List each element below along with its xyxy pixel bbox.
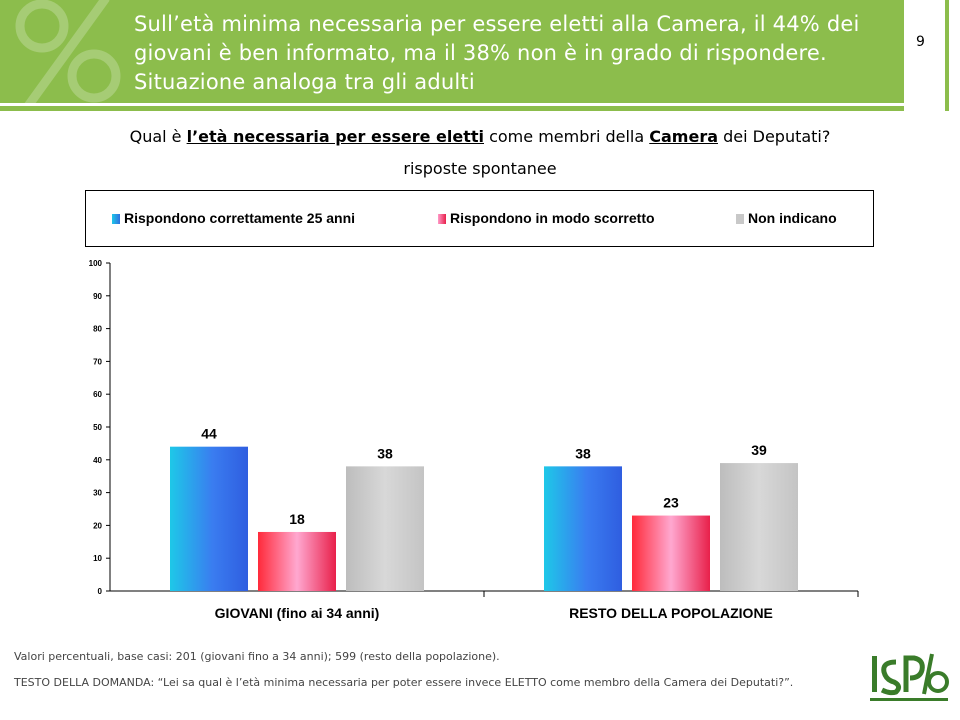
bar-value-label: 38	[377, 445, 393, 461]
question-suffix: dei Deputati?	[718, 127, 831, 146]
y-tick-label: 40	[93, 456, 102, 465]
percent-icon	[15, 0, 121, 104]
page-number: 9	[916, 34, 925, 50]
y-tick-label: 100	[89, 259, 103, 268]
x-category-label: GIOVANI (fino ai 34 anni)	[215, 605, 380, 621]
legend-item-correct: Rispondono correttamente 25 anni	[112, 210, 355, 226]
bar-value-label: 39	[751, 442, 767, 458]
y-tick-label: 0	[98, 587, 103, 596]
chart-bars	[170, 446, 798, 591]
legend-swatch-correct	[112, 214, 120, 224]
header-banner: Sull’età minima necessaria per essere el…	[0, 0, 904, 106]
footnote: Valori percentuali, base casi: 201 (giov…	[14, 650, 500, 663]
legend-label-wrong: Rispondono in modo scorretto	[450, 210, 655, 226]
bar	[544, 466, 622, 591]
chart-labels: 44 18 38 GIOVANI (fino ai 34 anni) 38 23 39 RES…	[201, 426, 773, 621]
legend-item-wrong: Rispondono in modo scorretto	[438, 210, 655, 226]
bar	[258, 531, 336, 591]
right-accent-bar	[945, 0, 949, 111]
bar-chart: 0 10 20 30 40 50 60 70 80 90 100 44 18 38 GIOVANI (fi…	[89, 259, 859, 621]
bar-value-label: 38	[575, 445, 591, 461]
header-gap	[0, 103, 904, 106]
question-middle: come membri della	[484, 127, 650, 146]
ispo-logo	[870, 653, 949, 701]
y-tick-label: 80	[93, 325, 102, 334]
y-tick-label: 70	[93, 357, 102, 366]
survey-question: Qual è l’età necessaria per essere elett…	[0, 127, 960, 146]
y-tick-label: 90	[93, 292, 102, 301]
bar-value-label: 44	[201, 426, 217, 442]
chart-legend: Rispondono correttamente 25 anni Rispond…	[85, 190, 874, 247]
bar	[632, 515, 710, 591]
question-text-note: TESTO DELLA DOMANDA: “Lei sa qual è l’et…	[14, 676, 794, 689]
bar-value-label: 23	[663, 495, 679, 511]
header-divider	[0, 106, 904, 111]
legend-label-none: Non indicano	[748, 210, 837, 226]
bar-value-label: 18	[289, 511, 305, 527]
y-tick-label: 50	[93, 423, 102, 432]
page-title: Sull’età minima necessaria per essere el…	[134, 12, 860, 94]
x-category-label: RESTO DELLA POPOLAZIONE	[569, 605, 773, 621]
y-tick-label: 20	[93, 521, 102, 530]
bar	[346, 466, 424, 591]
legend-label-correct: Rispondono correttamente 25 anni	[124, 210, 356, 226]
question-prefix: Qual è	[129, 127, 187, 146]
y-tick-label: 30	[93, 489, 102, 498]
bar	[170, 446, 248, 591]
y-tick-label: 10	[93, 554, 102, 563]
bar	[720, 463, 798, 591]
legend-swatch-wrong	[438, 214, 446, 224]
chart-subtitle: risposte spontanee	[403, 159, 557, 178]
y-tick-label: 60	[93, 390, 102, 399]
legend-item-none: Non indicano	[736, 210, 837, 226]
legend-swatch-none	[736, 214, 744, 224]
question-highlight-age: l’età necessaria per essere eletti	[186, 127, 484, 146]
question-highlight-camera: Camera	[649, 127, 718, 146]
